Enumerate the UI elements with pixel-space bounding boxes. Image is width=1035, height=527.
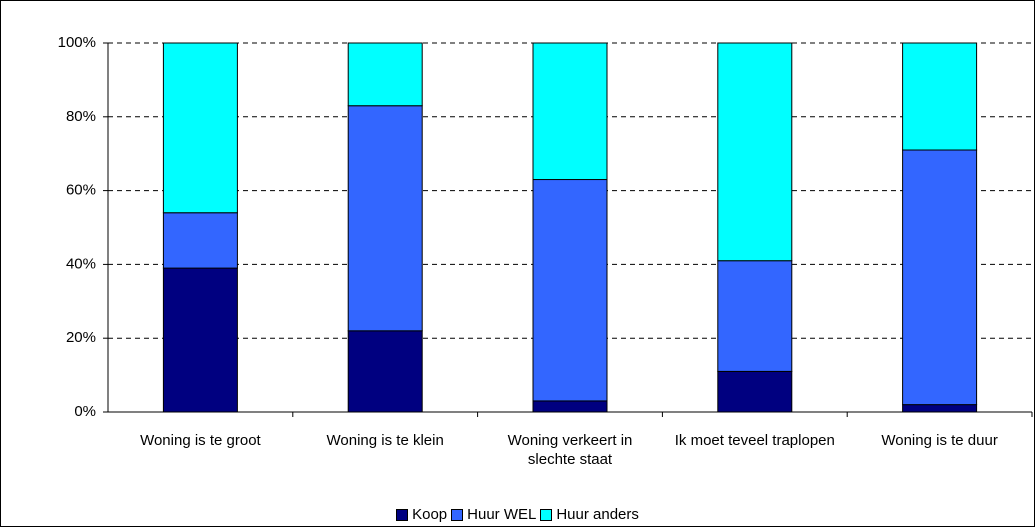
bar-segment: [532, 42, 608, 181]
bar-segment: [347, 105, 423, 332]
legend-label: Koop: [412, 506, 448, 523]
bar-segment: [162, 212, 238, 269]
x-tick-label: Ik moet teveel traplopen: [674, 432, 835, 449]
legend-item: Huur anders: [540, 506, 639, 523]
bar-segment: [162, 42, 238, 214]
bar-segment: [902, 149, 978, 406]
bar-segment: [717, 260, 793, 372]
y-tick-label: 20%: [66, 329, 96, 346]
legend: Koop Huur WEL Huur anders: [1, 506, 1034, 525]
x-tick-label: Woning is te duur: [881, 432, 998, 449]
bar-segment: [532, 179, 608, 402]
legend-label: Huur WEL: [467, 506, 537, 523]
bar-segment: [162, 267, 238, 413]
legend-swatch: [540, 508, 553, 521]
legend-item: Huur WEL: [451, 506, 536, 523]
bar-segment: [717, 370, 793, 413]
y-tick-label: 40%: [66, 255, 96, 272]
legend-item: Koop: [396, 506, 447, 523]
legend-swatch: [396, 508, 409, 521]
x-tick-label: Woning is te klein: [326, 432, 444, 449]
bar-segment: [347, 330, 423, 413]
legend-label: Huur anders: [556, 506, 639, 523]
y-tick-label: 100%: [58, 34, 96, 51]
bar-segment: [902, 404, 978, 413]
legend-swatch: [451, 508, 464, 521]
y-tick-label: 0%: [74, 403, 96, 420]
x-tick-label: Woning verkeert in slechte staat: [507, 432, 633, 468]
bar-segment: [347, 42, 423, 107]
bar-segment: [902, 42, 978, 151]
bar-segment: [532, 400, 608, 413]
y-tick-label: 80%: [66, 108, 96, 125]
y-tick-label: 60%: [66, 182, 96, 199]
x-tick-label: Woning is te groot: [140, 432, 261, 449]
bar-segment: [717, 42, 793, 262]
